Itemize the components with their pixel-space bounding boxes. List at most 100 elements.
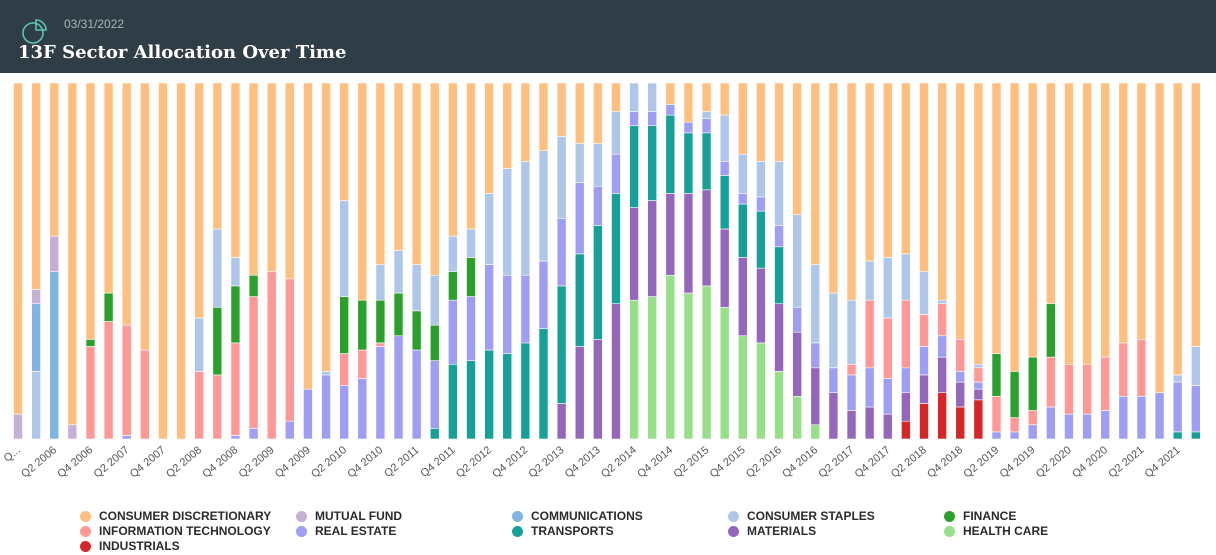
bar-segment[interactable] (810, 424, 821, 440)
bar-segment[interactable] (556, 285, 567, 404)
bar-segment[interactable] (429, 82, 440, 276)
bar-segment[interactable] (629, 82, 639, 112)
bar-segment[interactable] (611, 153, 621, 194)
bar-segment[interactable] (737, 335, 748, 440)
legend-item[interactable]: REAL ESTATE (296, 524, 396, 538)
bar-segment[interactable] (774, 82, 784, 162)
bar-segment[interactable] (593, 225, 603, 340)
bar-segment[interactable] (284, 420, 295, 440)
legend-item[interactable]: INDUSTRIALS (80, 539, 180, 553)
bar-segment[interactable] (593, 143, 603, 187)
bar-segment[interactable] (919, 82, 929, 272)
bar-segment[interactable] (1172, 374, 1183, 383)
bar-segment[interactable] (774, 246, 784, 305)
bar-segment[interactable] (176, 82, 186, 440)
bar-segment[interactable] (502, 353, 513, 440)
legend-item[interactable]: CONSUMER STAPLES (728, 509, 875, 523)
bar-segment[interactable] (901, 82, 911, 255)
bar-segment[interactable] (1046, 82, 1056, 305)
bar-segment[interactable] (792, 214, 802, 308)
bar-segment[interactable] (955, 339, 966, 372)
bar-segment[interactable] (665, 193, 676, 276)
bar-segment[interactable] (810, 367, 821, 426)
bar-segment[interactable] (212, 82, 223, 230)
bar-segment[interactable] (629, 111, 639, 127)
bar-segment[interactable] (611, 82, 621, 112)
bar-segment[interactable] (1118, 342, 1129, 397)
bar-segment[interactable] (411, 264, 422, 312)
bar-segment[interactable] (593, 82, 603, 144)
bar-segment[interactable] (937, 335, 947, 358)
bar-segment[interactable] (429, 324, 440, 361)
legend-item[interactable]: CONSUMER DISCRETIONARY (80, 509, 271, 523)
bar-segment[interactable] (538, 328, 549, 440)
bar-segment[interactable] (85, 82, 96, 340)
bar-segment[interactable] (1009, 431, 1020, 440)
bar-segment[interactable] (556, 136, 567, 219)
bar-segment[interactable] (792, 82, 802, 216)
bar-segment[interactable] (121, 82, 132, 326)
bar-segment[interactable] (901, 253, 911, 301)
bar-segment[interactable] (303, 388, 313, 440)
bar-segment[interactable] (973, 363, 984, 369)
bar-segment[interactable] (683, 121, 694, 134)
bar-segment[interactable] (502, 274, 513, 354)
bar-segment[interactable] (919, 346, 929, 376)
bar-segment[interactable] (393, 250, 404, 294)
bar-segment[interactable] (756, 196, 766, 212)
bar-segment[interactable] (665, 114, 676, 194)
bar-segment[interactable] (1064, 82, 1074, 365)
bar-segment[interactable] (321, 82, 331, 372)
bar-segment[interactable] (502, 82, 513, 169)
bar-segment[interactable] (502, 168, 513, 276)
bar-segment[interactable] (556, 82, 567, 137)
bar-segment[interactable] (864, 406, 875, 440)
bar-segment[interactable] (49, 271, 60, 440)
bar-segment[interactable] (556, 403, 567, 440)
bar-segment[interactable] (756, 210, 766, 269)
bar-segment[interactable] (955, 381, 966, 408)
bar-segment[interactable] (937, 303, 947, 337)
bar-segment[interactable] (1027, 82, 1038, 358)
bar-segment[interactable] (520, 342, 531, 440)
bar-segment[interactable] (828, 392, 839, 440)
bar-segment[interactable] (611, 303, 621, 440)
bar-segment[interactable] (466, 257, 476, 297)
bar-segment[interactable] (103, 292, 114, 322)
bar-segment[interactable] (411, 310, 422, 351)
bar-segment[interactable] (647, 111, 658, 127)
bar-segment[interactable] (248, 274, 259, 297)
bar-segment[interactable] (121, 435, 132, 440)
bar-segment[interactable] (393, 292, 404, 337)
bar-segment[interactable] (810, 82, 821, 265)
bar-segment[interactable] (574, 253, 585, 347)
bar-segment[interactable] (1100, 82, 1110, 358)
bar-segment[interactable] (611, 111, 621, 155)
bar-segment[interactable] (991, 431, 1002, 440)
bar-segment[interactable] (882, 317, 893, 379)
bar-segment[interactable] (973, 388, 984, 401)
bar-segment[interactable] (683, 193, 694, 294)
bar-segment[interactable] (756, 161, 766, 198)
bar-segment[interactable] (194, 82, 204, 319)
bar-segment[interactable] (357, 378, 368, 440)
bar-segment[interactable] (1009, 82, 1020, 372)
bar-segment[interactable] (737, 82, 748, 155)
bar-segment[interactable] (882, 257, 893, 319)
bar-segment[interactable] (846, 82, 857, 301)
bar-segment[interactable] (339, 296, 349, 354)
bar-segment[interactable] (357, 349, 368, 379)
bar-segment[interactable] (556, 217, 567, 287)
bar-segment[interactable] (846, 363, 857, 376)
bar-segment[interactable] (647, 82, 658, 112)
bar-segment[interactable] (665, 104, 676, 116)
bar-segment[interactable] (828, 292, 839, 369)
bar-segment[interactable] (774, 161, 784, 226)
bar-segment[interactable] (357, 299, 368, 351)
bar-segment[interactable] (1136, 395, 1147, 440)
bar-segment[interactable] (828, 82, 839, 294)
bar-segment[interactable] (85, 339, 96, 347)
bar-segment[interactable] (484, 349, 494, 440)
bar-segment[interactable] (756, 267, 766, 344)
bar-segment[interactable] (1136, 339, 1147, 397)
